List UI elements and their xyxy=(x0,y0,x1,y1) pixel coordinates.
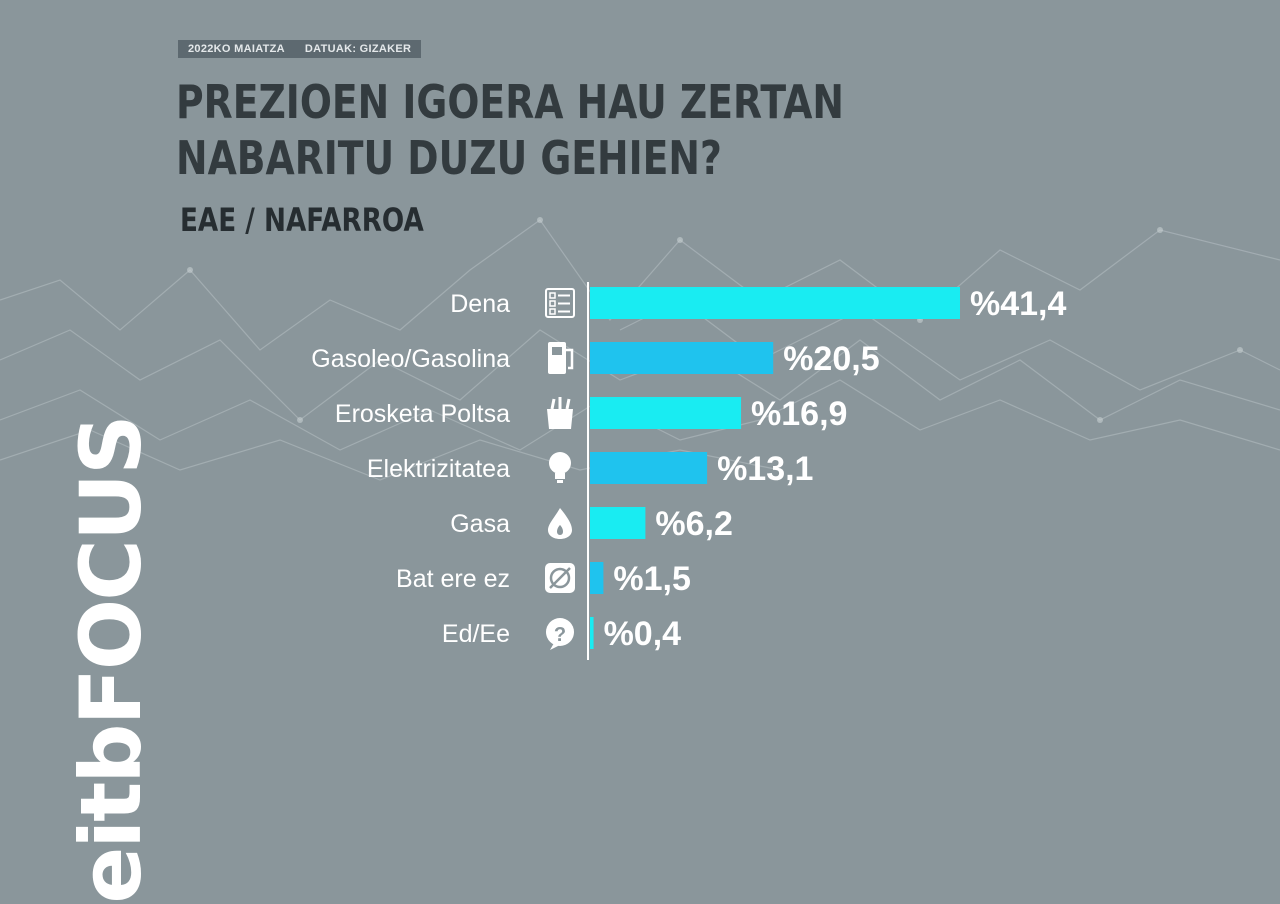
category-label: Bat ere ez xyxy=(396,565,510,593)
category-label: Elektrizitatea xyxy=(367,455,510,483)
value-label: %20,5 xyxy=(783,340,879,378)
category-label: Gasoleo/Gasolina xyxy=(311,345,510,373)
category-label: Erosketa Poltsa xyxy=(335,400,510,428)
checklist-icon xyxy=(545,288,575,318)
bar-chart: Dena %41,4 Gasoleo/Gasolina %20,5 Erosketa P… xyxy=(311,282,1066,660)
source-label: DATUAK: GIZAKER xyxy=(304,43,412,55)
shopping-bag-icon xyxy=(547,397,573,429)
chart-subtitle: EAE / NAFARROA xyxy=(180,201,424,239)
fuel-pump-icon xyxy=(548,342,574,374)
lightbulb-icon xyxy=(549,452,571,483)
value-label: %0,4 xyxy=(604,615,682,653)
value-label: %13,1 xyxy=(717,450,813,488)
question-icon: ? xyxy=(546,618,574,650)
bar xyxy=(590,397,742,429)
category-label: Ed/Ee xyxy=(442,620,510,648)
meta-bar: 2022KO MAIATZA DATUAK: GIZAKER xyxy=(178,40,422,58)
gas-flame-icon xyxy=(548,508,572,539)
bar xyxy=(590,562,604,594)
chart-title: PREZIOEN IGOERA HAU ZERTAN NABARITU DUZU… xyxy=(176,75,844,185)
svg-text:?: ? xyxy=(554,624,566,646)
category-label: Dena xyxy=(450,290,510,318)
value-label: %16,9 xyxy=(751,395,847,433)
bar xyxy=(590,342,774,374)
bar xyxy=(590,287,960,319)
bar xyxy=(590,452,708,484)
bar xyxy=(590,617,594,649)
bar xyxy=(590,507,646,539)
category-label: Gasa xyxy=(450,510,510,538)
value-label: %1,5 xyxy=(613,560,691,598)
date-label: 2022KO MAIATZA xyxy=(188,43,285,55)
none-icon xyxy=(545,563,575,593)
value-label: %41,4 xyxy=(970,285,1066,323)
value-label: %6,2 xyxy=(655,505,733,543)
